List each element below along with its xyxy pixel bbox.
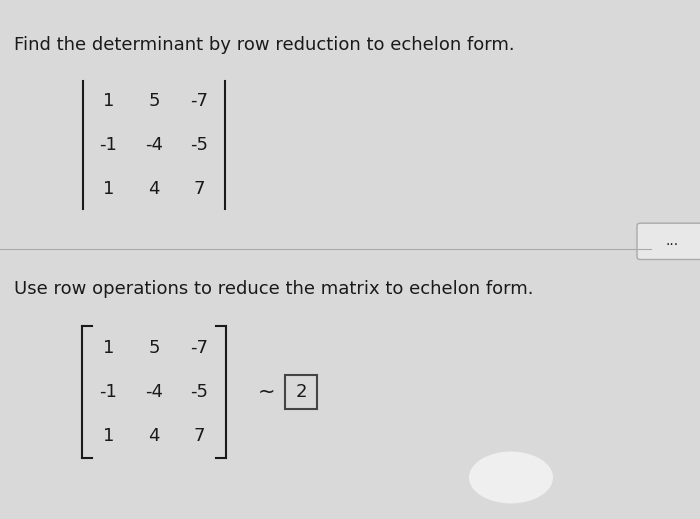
FancyBboxPatch shape — [637, 223, 700, 260]
Text: -7: -7 — [190, 92, 209, 110]
Text: 7: 7 — [194, 181, 205, 198]
Text: 2: 2 — [295, 383, 307, 401]
FancyBboxPatch shape — [285, 375, 317, 409]
Text: 4: 4 — [148, 181, 160, 198]
Text: -5: -5 — [190, 136, 209, 154]
Ellipse shape — [469, 452, 553, 503]
Text: Use row operations to reduce the matrix to echelon form.: Use row operations to reduce the matrix … — [14, 280, 533, 298]
Text: -4: -4 — [145, 136, 163, 154]
Text: 5: 5 — [148, 92, 160, 110]
Text: 4: 4 — [148, 427, 160, 445]
Text: 5: 5 — [148, 339, 160, 357]
Text: -5: -5 — [190, 383, 209, 401]
Text: 1: 1 — [103, 92, 114, 110]
Text: 1: 1 — [103, 427, 114, 445]
Text: ...: ... — [666, 235, 678, 248]
Text: Find the determinant by row reduction to echelon form.: Find the determinant by row reduction to… — [14, 36, 514, 54]
Text: -1: -1 — [99, 136, 118, 154]
Text: 7: 7 — [194, 427, 205, 445]
Text: -1: -1 — [99, 383, 118, 401]
Text: -4: -4 — [145, 383, 163, 401]
Text: 1: 1 — [103, 181, 114, 198]
Text: ~: ~ — [258, 382, 274, 402]
Text: -7: -7 — [190, 339, 209, 357]
Text: 1: 1 — [103, 339, 114, 357]
